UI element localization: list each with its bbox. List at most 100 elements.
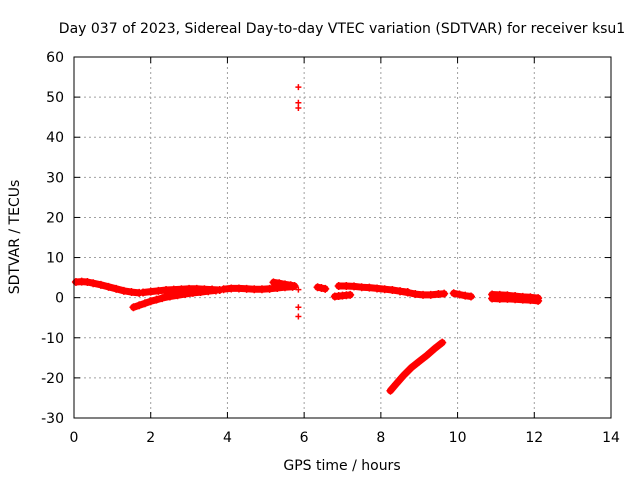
grid-lines (74, 57, 611, 418)
series-track (386, 339, 446, 395)
data-point (386, 386, 395, 395)
series-arc-14 (488, 294, 543, 305)
data-point (152, 295, 161, 304)
data-point (146, 287, 155, 296)
data-point (83, 278, 92, 287)
data-point (392, 379, 401, 388)
series-arc-12 (449, 289, 475, 301)
data-point (461, 291, 470, 300)
data-point (280, 280, 289, 289)
data-point (373, 284, 382, 293)
x-tick-label: 6 (300, 430, 309, 446)
series-arc-11 (386, 338, 447, 395)
series-arc-8 (330, 290, 355, 301)
data-point (342, 282, 351, 291)
chart-title: Day 037 of 2023, Sidereal Day-to-day VTE… (59, 21, 625, 37)
data-point (317, 284, 326, 293)
data-point (503, 294, 512, 303)
y-tick-label: -30 (41, 411, 64, 427)
data-point (313, 283, 322, 292)
data-point (449, 289, 458, 298)
x-tick-label: 12 (525, 430, 543, 446)
series-arc-10 (396, 287, 449, 299)
y-tick-label: 40 (46, 130, 64, 146)
data-point (177, 289, 186, 298)
data-point (422, 351, 431, 360)
data-point (140, 299, 149, 308)
data-point (295, 313, 302, 320)
data-point (162, 292, 171, 301)
x-tick-label: 2 (146, 430, 155, 446)
data-point (295, 304, 302, 311)
data-point (466, 292, 475, 301)
data-point (426, 290, 435, 299)
data-point (286, 281, 295, 290)
data-point (495, 294, 504, 303)
y-tick-label: 10 (46, 251, 64, 267)
data-point (265, 284, 274, 293)
data-point (192, 287, 201, 296)
data-point (290, 282, 299, 291)
series-arc-7 (313, 283, 330, 293)
data-point (269, 278, 278, 287)
data-point (154, 286, 163, 295)
y-tick-label: -10 (41, 331, 64, 347)
tick-labels: 0 2 4 6 8 10 12 14 -30 -20 -10 0 10 20 30 40 50 60 (41, 50, 620, 446)
data-point (227, 284, 236, 293)
data-point (488, 294, 497, 303)
data-point (430, 344, 439, 353)
data-point (419, 290, 428, 299)
y-tick-label: 50 (46, 90, 64, 106)
data-point (440, 289, 449, 298)
data-point (295, 104, 302, 111)
data-point (242, 284, 251, 293)
data-point (135, 301, 144, 310)
x-tick-label: 14 (602, 430, 620, 446)
data-point (119, 286, 128, 295)
data-point (89, 279, 98, 288)
y-tick-label: 20 (46, 210, 64, 226)
y-axis-label: SDTVAR / TECUs (7, 180, 23, 295)
data-point (112, 284, 121, 293)
data-point (334, 282, 343, 291)
series-arc-1 (71, 277, 144, 297)
data-point (407, 363, 416, 372)
data-point (104, 282, 113, 291)
data-point (526, 296, 535, 305)
y-tick-label: 60 (46, 50, 64, 66)
data-point (275, 279, 284, 288)
y-tick-label: 0 (55, 291, 64, 307)
data-point (169, 290, 178, 299)
data-markers (71, 84, 543, 395)
data-point (380, 285, 389, 294)
data-point (208, 285, 217, 294)
series-spikes (295, 84, 302, 320)
data-point (127, 288, 136, 297)
data-point (295, 99, 302, 106)
x-tick-label: 10 (449, 430, 467, 446)
x-tick-label: 0 (70, 430, 79, 446)
data-point (511, 295, 520, 304)
data-point (365, 283, 374, 292)
data-point (399, 371, 408, 380)
x-axis-label: GPS time / hours (283, 458, 400, 474)
x-tick-label: 8 (376, 430, 385, 446)
data-point (403, 288, 412, 297)
data-point (438, 338, 447, 347)
y-tick-label: -20 (41, 371, 64, 387)
data-point (129, 303, 138, 312)
axis-ticks (73, 56, 612, 419)
data-point (257, 285, 266, 294)
data-point (139, 288, 148, 297)
series-arc-6 (269, 278, 299, 291)
data-point (346, 290, 355, 299)
data-point (146, 297, 155, 306)
data-point (415, 357, 424, 366)
data-point (396, 287, 405, 296)
data-point (185, 288, 194, 297)
data-point (388, 286, 397, 295)
y-tick-label: 30 (46, 170, 64, 186)
data-point (455, 290, 464, 299)
data-point (295, 84, 302, 91)
